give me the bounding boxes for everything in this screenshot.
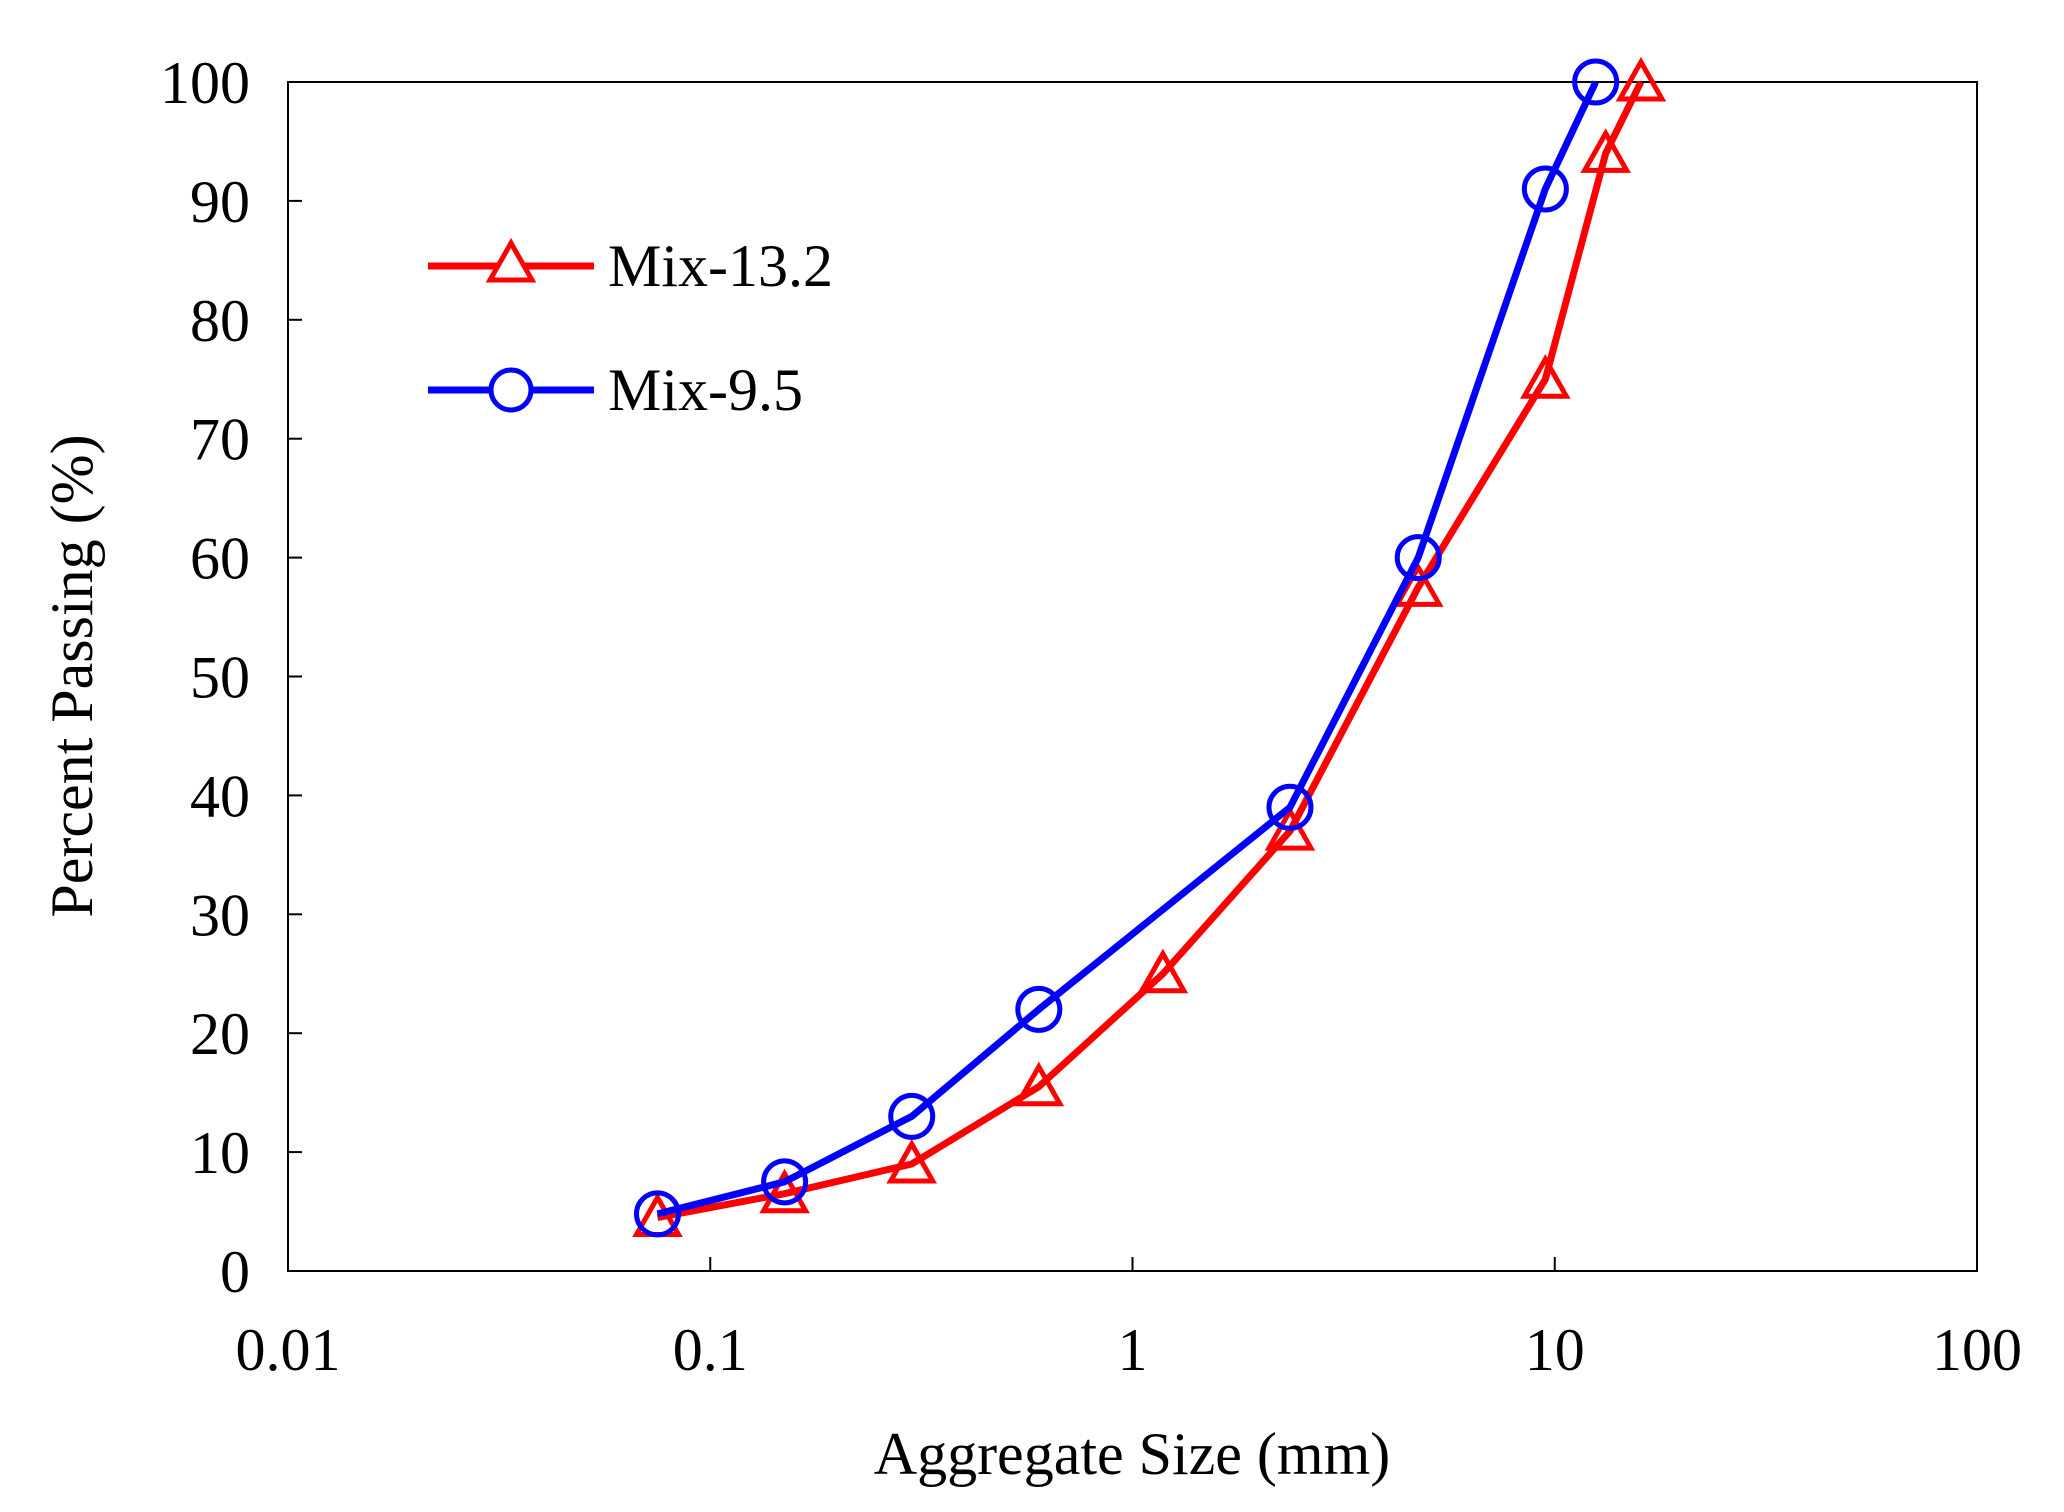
x-tick-label: 0.1 xyxy=(673,1317,748,1383)
x-tick-label: 1 xyxy=(1118,1317,1148,1383)
y-tick-label: 0 xyxy=(220,1239,250,1305)
y-tick-label: 60 xyxy=(190,526,250,592)
x-tick-label: 100 xyxy=(1932,1317,2022,1383)
legend-item-mix-13-2: Mix-13.2 xyxy=(428,233,833,299)
legend-marker-circle-icon xyxy=(488,367,534,413)
series-line-mix-13-2 xyxy=(656,80,1645,1221)
y-tick-label: 100 xyxy=(160,50,250,116)
y-tick-label: 50 xyxy=(190,645,250,711)
data-point-mix-9-5 xyxy=(888,1092,936,1140)
data-point-mix-9-5 xyxy=(1015,985,1063,1033)
y-tick-label: 10 xyxy=(190,1120,250,1186)
data-point-mix-13-2 xyxy=(886,1138,938,1184)
x-tick-label: 10 xyxy=(1525,1317,1585,1383)
data-point-mix-9-5 xyxy=(1266,783,1314,831)
y-tick-label: 70 xyxy=(190,407,250,473)
data-point-mix-9-5 xyxy=(1572,58,1620,106)
data-point-mix-13-2 xyxy=(1264,806,1316,851)
data-point-mix-13-2 xyxy=(1392,562,1444,607)
data-point-mix-9-5 xyxy=(761,1158,809,1206)
y-axis-title: Percent Passing (%) xyxy=(39,434,105,917)
y-tick-label: 90 xyxy=(190,169,250,235)
series-line-mix-9-5 xyxy=(656,80,1599,1218)
data-point-mix-13-2 xyxy=(1137,948,1189,994)
legend-item-mix-9-5: Mix-9.5 xyxy=(428,357,803,423)
data-point-mix-13-2 xyxy=(759,1168,810,1214)
x-tick-label: 0.01 xyxy=(236,1317,341,1383)
data-point-mix-9-5 xyxy=(1394,534,1442,582)
data-point-mix-9-5 xyxy=(633,1190,681,1238)
data-point-mix-13-2 xyxy=(1615,56,1667,102)
data-point-mix-13-2 xyxy=(1520,354,1571,399)
x-axis-ticks: 0.01 0.1 1 10 100 xyxy=(236,1257,2022,1383)
y-tick-label: 20 xyxy=(190,1001,250,1067)
y-tick-label: 80 xyxy=(190,288,250,354)
y-tick-label: 40 xyxy=(190,763,250,829)
x-axis-title: Aggregate Size (mm) xyxy=(874,1421,1390,1487)
legend-label-mix-13-2: Mix-13.2 xyxy=(608,233,833,299)
legend-label-mix-9-5: Mix-9.5 xyxy=(608,357,803,423)
data-point-mix-13-2 xyxy=(1580,128,1631,173)
legend: Mix-13.2 Mix-9.5 xyxy=(428,233,833,423)
legend-marker-triangle-icon xyxy=(485,237,537,283)
y-tick-label: 30 xyxy=(190,882,250,948)
data-point-mix-13-2 xyxy=(1013,1061,1065,1107)
series-layer xyxy=(632,56,1667,1238)
y-axis-ticks: 0 10 20 30 40 50 60 70 80 90 100 xyxy=(160,50,302,1305)
data-point-mix-9-5 xyxy=(1521,165,1569,213)
